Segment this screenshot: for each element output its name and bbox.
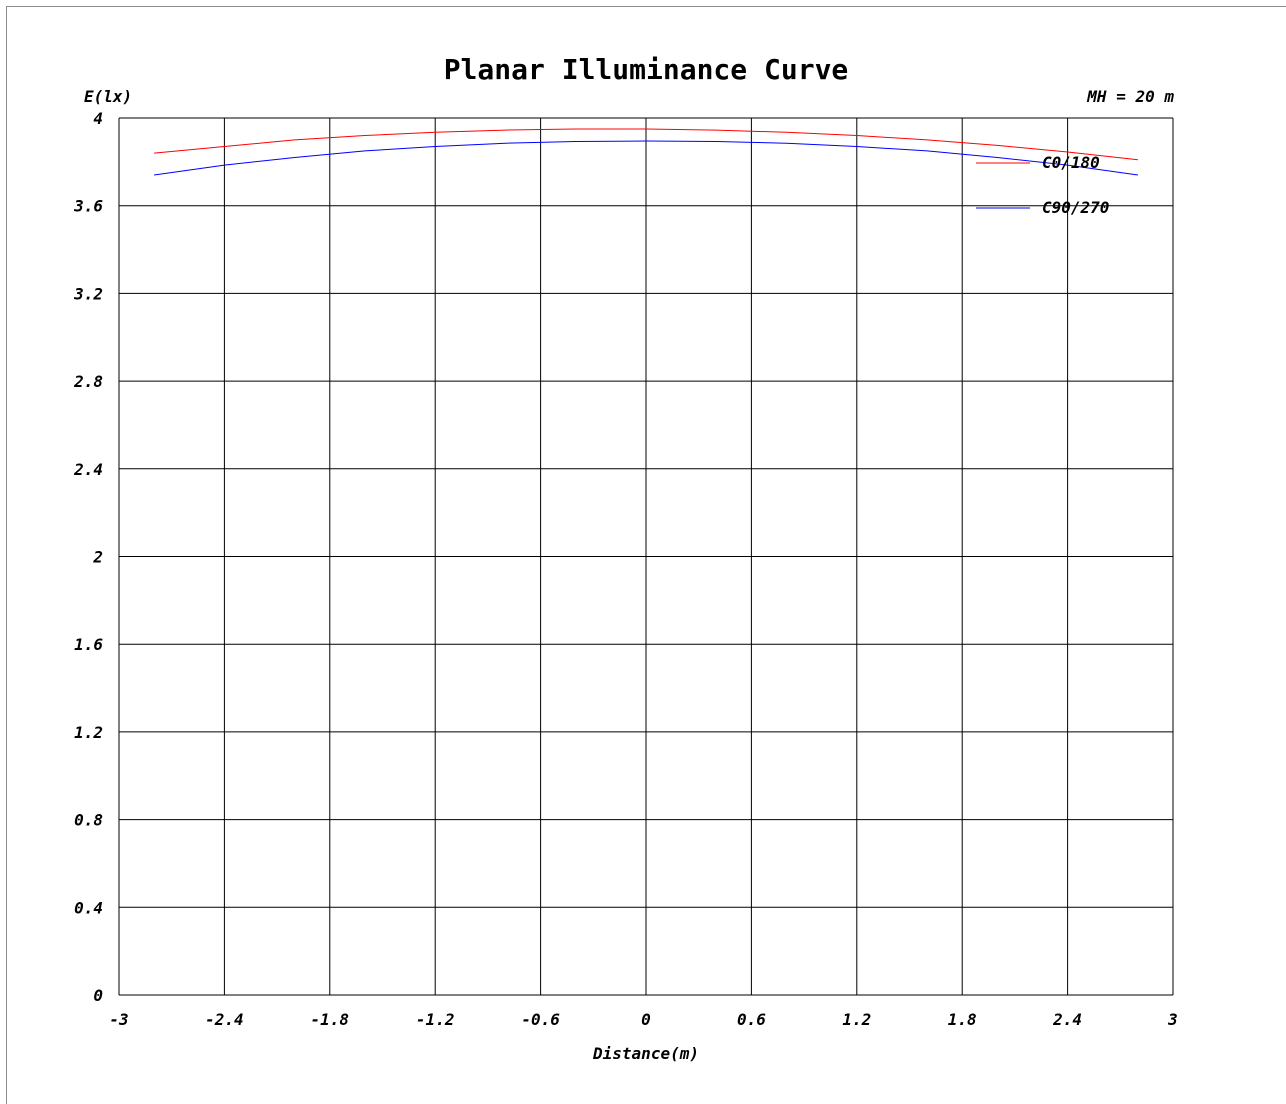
x-tick-label: 0	[641, 1010, 651, 1029]
tick-labels: -3 -2.4 -1.8 -1.2 -0.6 0 0.6 1.2 1.8 2.4 3 0 0.4 0.8 1…	[73, 109, 1178, 1029]
y-tick-label: 3.2	[73, 284, 103, 303]
x-tick-label: 3	[1167, 1010, 1178, 1029]
x-tick-label: 0.6	[737, 1010, 766, 1029]
series-line-c0-180	[154, 128, 1138, 161]
y-axis-label: E(lx)	[84, 87, 132, 106]
y-tick-label: 3.6	[73, 197, 103, 216]
y-tick-label: 0	[93, 986, 103, 1005]
x-tick-label: -1.8	[311, 1010, 350, 1029]
series-line-c90-270	[154, 140, 1138, 176]
x-tick-label: 1.2	[842, 1010, 871, 1029]
chart-title: Planar Illuminance Curve	[444, 53, 849, 86]
x-tick-label: -3	[109, 1010, 128, 1029]
series-lines	[154, 128, 1138, 176]
y-tick-label: 0.8	[74, 811, 103, 830]
chart-frame	[6, 6, 1286, 1104]
y-tick-label: 1.2	[74, 723, 103, 742]
legend-label: C0/180	[1042, 153, 1100, 172]
y-tick-label: 2.8	[73, 372, 103, 391]
x-tick-label: 2.4	[1052, 1010, 1082, 1029]
y-tick-label: 1.6	[74, 635, 103, 654]
y-tick-label: 2.4	[73, 460, 103, 479]
y-tick-label: 2	[92, 548, 103, 567]
legend-label: C90/270	[1042, 198, 1109, 217]
x-tick-label: -1.2	[416, 1010, 455, 1029]
x-axis-label: Distance(m)	[592, 1044, 699, 1063]
legend: C0/180 C90/270	[976, 153, 1109, 217]
mounting-height-annotation: MH = 20 m	[1086, 87, 1174, 106]
y-tick-label: 0.4	[74, 898, 103, 917]
y-tick-label: 4	[93, 109, 103, 128]
x-tick-label: 1.8	[948, 1010, 977, 1029]
x-tick-label: -0.6	[521, 1010, 560, 1029]
grid	[118, 117, 1174, 996]
x-tick-label: -2.4	[205, 1010, 244, 1029]
